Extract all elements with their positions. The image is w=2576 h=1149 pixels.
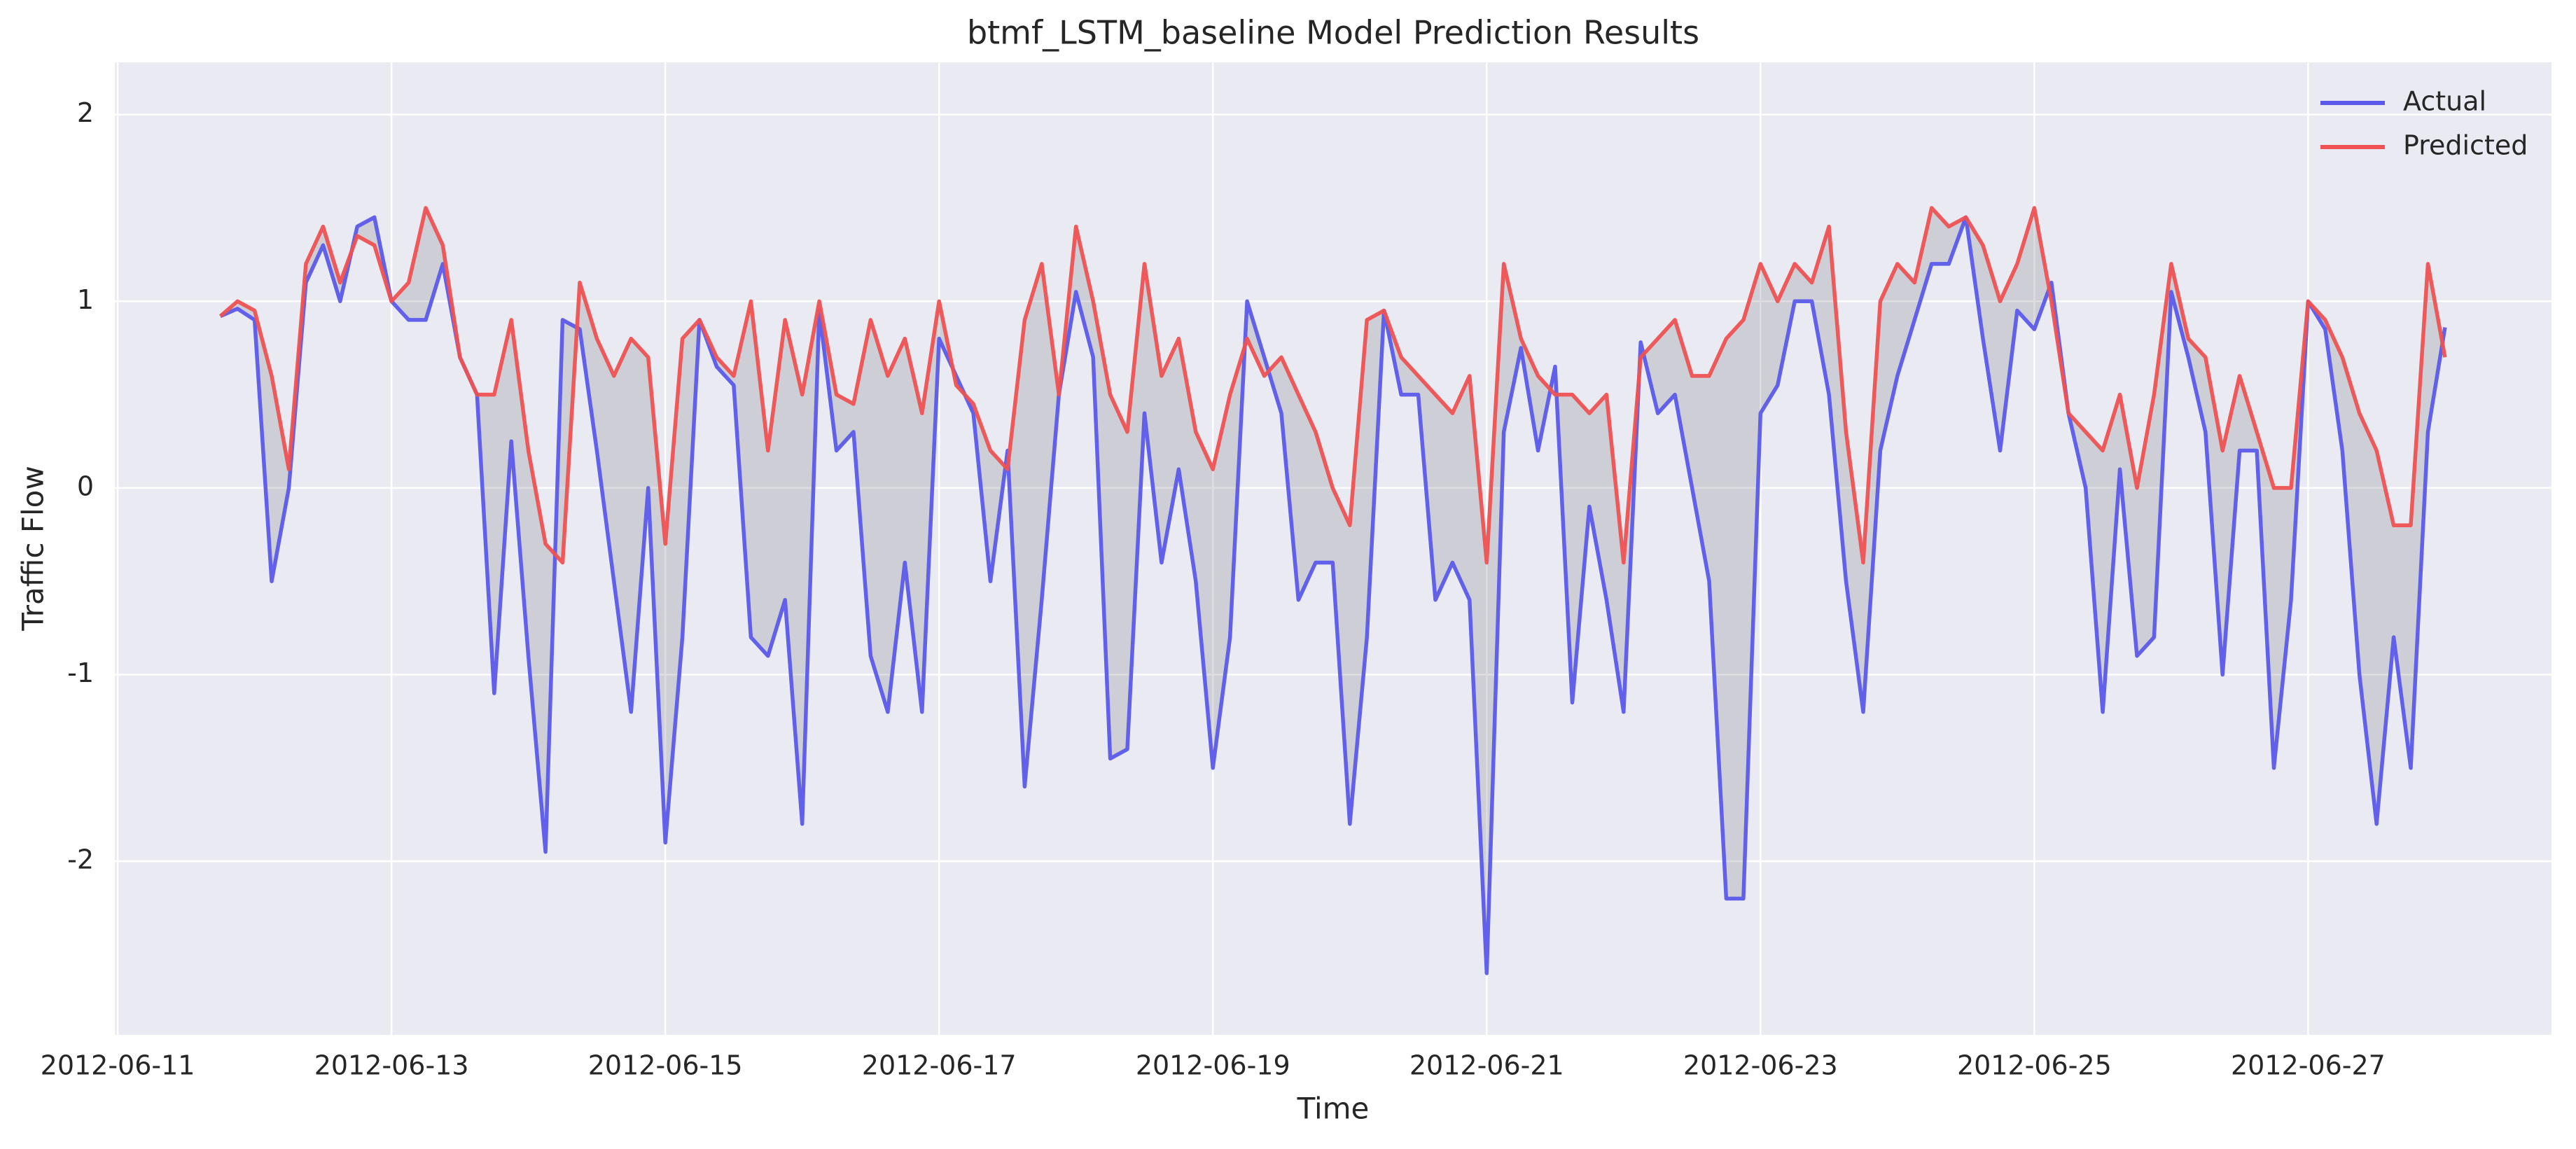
x-tick-label: 2012-06-23 [1683, 1050, 1838, 1081]
x-axis-label: Time [1297, 1092, 1370, 1126]
series-line [219, 215, 2447, 975]
x-tick-label: 2012-06-19 [1136, 1050, 1290, 1081]
y-axis-label: Traffic Flow [16, 466, 50, 631]
x-tick-label: 2012-06-13 [314, 1050, 469, 1081]
x-tick-label: 2012-06-15 [588, 1050, 743, 1081]
y-tick-label: 2 [77, 97, 94, 128]
legend: Actual Predicted [2320, 86, 2528, 161]
data [218, 206, 2447, 975]
chart-title: btmf_LSTM_baseline Model Prediction Resu… [967, 14, 1699, 52]
series-line [218, 206, 2447, 565]
legend-label: Predicted [2403, 130, 2528, 161]
x-tick-label: 2012-06-17 [862, 1050, 1017, 1081]
x-tick-label: 2012-06-11 [41, 1050, 195, 1081]
legend-label: Actual [2403, 86, 2486, 117]
y-tick-label: 0 [77, 471, 94, 501]
y-tick-label: -2 [67, 844, 94, 875]
y-tick-label: 1 [77, 284, 94, 315]
ticks: -2 -1 0 1 2 2012-06-11 2012-06-13 2012-06-15 201… [41, 97, 2386, 1080]
y-tick-label: -1 [67, 657, 94, 688]
x-tick-label: 2012-06-21 [1409, 1050, 1564, 1081]
x-tick-label: 2012-06-25 [1957, 1050, 2112, 1081]
x-tick-label: 2012-06-27 [2231, 1050, 2386, 1081]
